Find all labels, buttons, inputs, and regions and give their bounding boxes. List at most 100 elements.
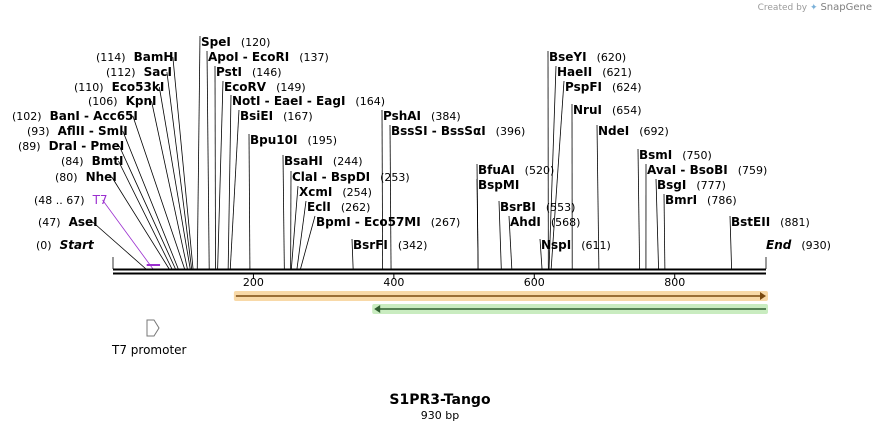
site-position: (254) (342, 186, 372, 199)
site-position: (0) (36, 239, 52, 252)
site-position: (654) (612, 104, 642, 117)
site-label-clai: ClaI - BspDI (253) (292, 170, 410, 184)
site-label-bsteii: BstEII (881) (731, 215, 810, 229)
site-name: ClaI - BspDI (292, 170, 370, 184)
site-line-bsahi (282, 154, 285, 270)
site-label-bamhi: (114) BamHI (96, 50, 178, 64)
site-label-end: End (930) (766, 238, 831, 252)
site-label-bsgi: BsgI (777) (657, 178, 726, 192)
site-line-nspi (539, 238, 543, 270)
site-label-ecli: EclI (262) (307, 200, 370, 214)
site-position: (624) (612, 81, 642, 94)
site-position: (520) (525, 164, 555, 177)
site-line-pspfi (550, 80, 565, 270)
site-position: (611) (581, 239, 611, 252)
site-line-ecorv (217, 80, 224, 270)
site-name: EclI (307, 200, 331, 214)
site-line-psti (214, 65, 216, 270)
site-name: BmrI (665, 193, 697, 207)
site-position: (786) (707, 194, 737, 207)
site-position: (750) (682, 149, 712, 162)
site-position: (106) (88, 95, 118, 108)
site-label-bpu10i: Bpu10I (195) (250, 133, 337, 147)
site-line-kpni (151, 100, 188, 270)
site-name: BspMI (478, 178, 519, 192)
scale-ticks: 200 400 600 800 (243, 274, 685, 289)
site-position: (89) (18, 140, 41, 153)
site-name: PshAI (383, 109, 421, 123)
features (146, 264, 768, 337)
site-name: NdeI (598, 124, 629, 138)
site-label-bani: (102) BanI - Acc65I (12, 109, 138, 123)
site-name: ApoI - EcoRI (208, 50, 289, 64)
site-name: Eco53kI (112, 80, 165, 94)
site-position: (568) (551, 216, 581, 229)
site-name: BpmI - Eco57MI (316, 215, 421, 229)
site-label-aflii: (93) AflII - SmlI (27, 124, 128, 138)
site-line-haeii (548, 65, 557, 270)
site-name: NruI (573, 103, 602, 117)
site-name: BsgI (657, 178, 686, 192)
site-name: BsiEI (240, 109, 273, 123)
site-line-bspmi (476, 178, 479, 270)
site-line-ndei (596, 124, 600, 270)
site-position: (396) (496, 125, 526, 138)
site-position: (759) (738, 164, 768, 177)
site-position: (553) (546, 201, 576, 214)
site-line-bmti (118, 160, 173, 270)
site-label-bsmi: BsmI (750) (639, 148, 712, 162)
site-name: Bpu10I (250, 133, 297, 147)
t7-promoter-arrow-icon (146, 319, 160, 337)
site-position: (930) (801, 239, 831, 252)
site-lines (92, 35, 767, 270)
site-line-saci (166, 71, 193, 270)
site-position: (120) (241, 36, 271, 49)
site-label-noti: NotI - EaeI - EagI (164) (232, 94, 385, 108)
site-name: BmtI (92, 154, 124, 168)
site-position: (244) (333, 155, 363, 168)
site-position: (48 .. 67) (34, 194, 85, 207)
scale-tick-label: 800 (664, 276, 685, 289)
site-name: SacI (144, 65, 172, 79)
site-position: (102) (12, 110, 42, 123)
site-position: (621) (602, 66, 632, 79)
site-label-bmti: (84) BmtI (61, 154, 123, 168)
site-name: AseI (69, 215, 98, 229)
site-label-psti: PstI (146) (216, 65, 282, 79)
map-length: 930 bp (420, 409, 460, 422)
site-name: BfuAI (478, 163, 515, 177)
site-position: (262) (341, 201, 371, 214)
site-label-nhei: (80) NheI (55, 170, 117, 184)
site-name: Start (60, 238, 95, 252)
site-line-bsteii (729, 215, 732, 270)
site-position: (164) (355, 95, 385, 108)
site-line-ecli (296, 200, 307, 270)
site-name: BsrBI (500, 200, 536, 214)
site-label-saci: (112) SacI (106, 65, 172, 79)
site-name: BsmI (639, 148, 672, 162)
site-label-pspfi: PspFI (624) (565, 80, 642, 94)
site-line-eco53ki (158, 86, 191, 270)
site-position: (777) (696, 179, 726, 192)
site-label-t7: (48 .. 67) T7 (34, 193, 108, 207)
site-label-haeii: HaeII (621) (557, 65, 632, 79)
site-line-bpmi (300, 215, 316, 270)
site-label-bsiei: BsiEI (167) (240, 109, 313, 123)
site-line-bsmi (637, 148, 641, 270)
site-line-asei (92, 221, 147, 270)
site-name: XcmI (299, 185, 332, 199)
site-line-drai (118, 145, 176, 270)
site-label-start: (0) Start (36, 238, 95, 252)
site-name: End (766, 238, 792, 252)
credit-brand: SnapGene (820, 2, 872, 13)
site-position: (149) (276, 81, 306, 94)
site-labels: (0) Start(47) AseI(48 .. 67) T7(80) NheI(84)… (12, 35, 831, 252)
site-label-bspmi: BspMI (478, 178, 519, 192)
site-name: PspFI (565, 80, 602, 94)
site-position: (881) (780, 216, 810, 229)
site-name: BseYI (549, 50, 587, 64)
site-position: (80) (55, 171, 78, 184)
site-name: KpnI (126, 94, 157, 108)
site-name: AflII - SmlI (58, 124, 128, 138)
